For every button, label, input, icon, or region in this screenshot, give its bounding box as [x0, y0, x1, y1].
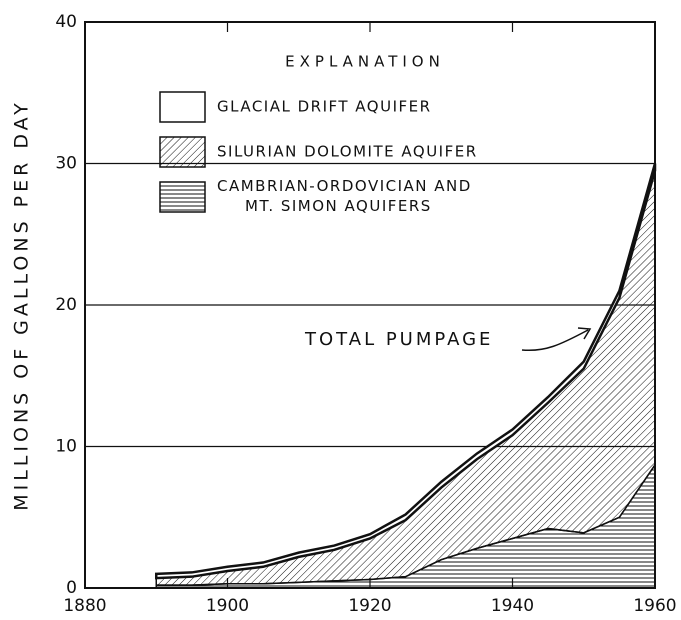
y-tick-label: 10: [55, 437, 77, 457]
y-axis-label: MILLIONS OF GALLONS PER DAY: [11, 99, 33, 511]
legend-swatch: [159, 91, 206, 123]
annotation: TOTAL PUMPAGE: [304, 329, 493, 350]
area: [155, 170, 656, 586]
y-tick-label: 30: [55, 154, 77, 174]
legend-title: EXPLANATION: [285, 53, 445, 71]
legend-swatch: [159, 136, 206, 168]
annotation-arrowhead: [577, 327, 592, 340]
x-tick-label: 1960: [633, 596, 676, 616]
x-tick-label: 1880: [63, 596, 106, 616]
y-tick-label: 0: [66, 578, 77, 598]
x-tick-label: 1940: [491, 596, 534, 616]
legend-label: CAMBRIAN-ORDOVICIAN AND MT. SIMON AQUIFER…: [217, 177, 472, 215]
x-tick-label: 1900: [206, 596, 249, 616]
legend-label: SILURIAN DOLOMITE AQUIFER: [217, 143, 478, 161]
legend-swatch: [159, 181, 206, 213]
plot-frame: [84, 21, 656, 589]
y-tick-label: 40: [55, 12, 77, 32]
x-tick-label: 1920: [348, 596, 391, 616]
y-tick-label: 20: [55, 295, 77, 315]
legend-label: GLACIAL DRIFT AQUIFER: [217, 98, 432, 116]
annotation-arrow: [521, 329, 589, 352]
